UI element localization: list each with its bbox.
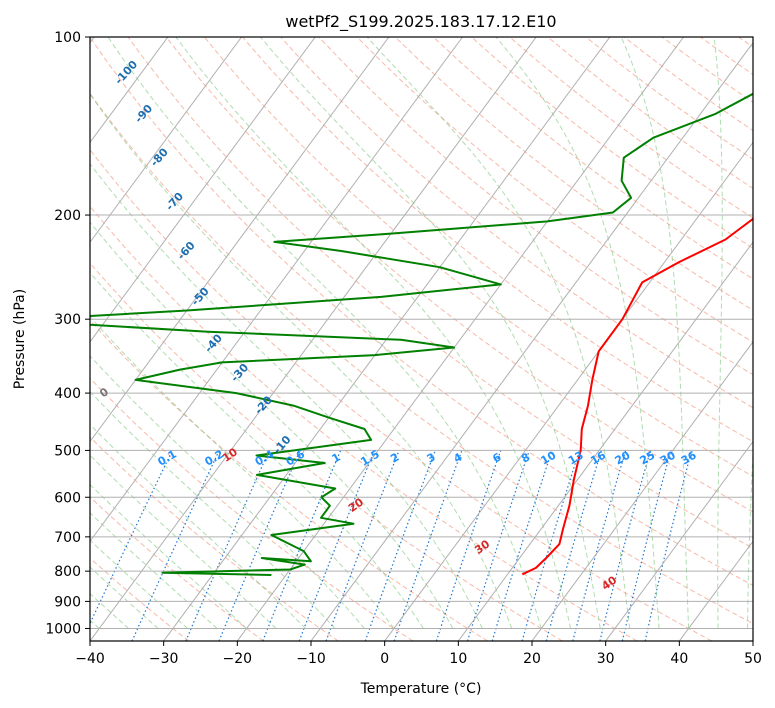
moist-adiabat-line (90, 454, 277, 629)
y-tick-label: 200 (54, 208, 81, 224)
mixing-ratio-line (298, 450, 375, 641)
y-axis-label: Pressure (hPa) (12, 289, 28, 389)
y-axis-ticks: 1000 900 800 700 600 500 400 300 200 100 (45, 30, 90, 637)
isotherm-line (90, 37, 537, 641)
dry-adiabat-line (90, 262, 563, 641)
mixing-ratio-line (435, 450, 502, 641)
moist-adiabat-line (90, 93, 513, 629)
dewpoint-line (90, 92, 753, 576)
x-tick-label: −40 (75, 651, 105, 667)
x-tick-label: −20 (223, 651, 253, 667)
y-tick-label: 700 (54, 530, 81, 546)
moist-adiabat-line (107, 37, 542, 629)
moist-adiabat-line (90, 163, 483, 629)
moist-adiabat-line (90, 390, 336, 629)
x-tick-label: −10 (296, 651, 326, 667)
y-tick-label: 600 (54, 490, 81, 506)
y-tick-label: 100 (54, 30, 81, 46)
dry-adiabat-line (165, 37, 753, 513)
y-tick-label: 300 (54, 312, 81, 328)
x-axis-ticks: −40 −30 −20 −10 0 10 20 30 40 50 (75, 641, 762, 667)
x-tick-label: 40 (670, 651, 688, 667)
moist-adiabats (90, 37, 753, 629)
plot-area: 0.1 0.2 0.4 0.6 1 1.5 2 3 4 6 8 10 13 16 20 25 30 3601020… (90, 37, 753, 641)
mixing-ratio-line (364, 450, 436, 641)
isotherm-line (90, 37, 390, 443)
x-tick-label: 0 (380, 651, 389, 667)
mixing-ratio-line (218, 450, 301, 641)
x-tick-label: 30 (597, 651, 615, 667)
dry-adiabat-line (90, 557, 190, 641)
isotherm-line (90, 37, 242, 243)
mixing-ratio-line (325, 450, 400, 641)
moist-adiabat-line (90, 315, 395, 629)
moist-adiabat-line (90, 423, 306, 629)
isotherm-line (310, 41, 753, 641)
mixing-ratio-line (572, 450, 627, 641)
profile-series (90, 92, 753, 576)
moist-adiabat-line (747, 445, 753, 629)
y-tick-label: 400 (54, 386, 81, 402)
x-axis-label: Temperature (°C) (360, 681, 482, 697)
moist-adiabat-line (90, 271, 424, 629)
moist-adiabat-line (620, 37, 690, 629)
y-tick-label: 500 (54, 443, 81, 459)
mixing-ratio-line (491, 450, 553, 641)
isotherm-line (90, 37, 316, 343)
chart-title: wetPf2_S199.2025.183.17.12.E10 (285, 12, 556, 32)
dry-adiabat-line (394, 37, 753, 311)
temperature-line (521, 217, 753, 576)
mixing-ratio-line (466, 450, 530, 641)
y-tick-label: 900 (54, 594, 81, 610)
x-tick-label: −30 (149, 651, 179, 667)
moist-adiabat-line (260, 37, 601, 629)
plot-frame (89, 36, 754, 642)
x-tick-label: 10 (449, 651, 467, 667)
isotherm-line (531, 341, 753, 641)
moist-adiabat-line (495, 37, 660, 629)
dry-adiabat-line (90, 148, 712, 641)
line-labels: 0.1 0.2 0.4 0.6 1 1.5 2 3 4 6 8 10 13 16 20 25 30 3601020… (97, 58, 699, 593)
y-tick-label: 800 (54, 564, 81, 580)
x-tick-label: 20 (523, 651, 541, 667)
moist-adiabat-line (713, 37, 723, 629)
mixing-ratio-line (599, 450, 651, 641)
moist-adiabat-line (90, 355, 365, 629)
mixing-ratio-line (545, 450, 603, 641)
isotherm-line (90, 37, 463, 543)
dry-adiabat-line (242, 37, 753, 443)
mixing-ratio-line (521, 450, 580, 641)
dry-adiabat-line (90, 37, 753, 586)
dry-adiabat-line (280, 37, 753, 409)
mixing-ratio-line (185, 450, 270, 641)
moist-adiabat-line (366, 37, 631, 629)
isotherm-line (457, 241, 753, 641)
mixing-ratio-line (621, 450, 672, 641)
isotherm-line (236, 37, 684, 641)
isotherm-line (90, 37, 169, 144)
dry-adiabat-line (90, 92, 753, 625)
y-tick-label: 1000 (45, 621, 81, 637)
isotherm-line (605, 440, 753, 641)
moist-adiabat-line (90, 221, 454, 629)
x-tick-label: 50 (744, 651, 762, 667)
